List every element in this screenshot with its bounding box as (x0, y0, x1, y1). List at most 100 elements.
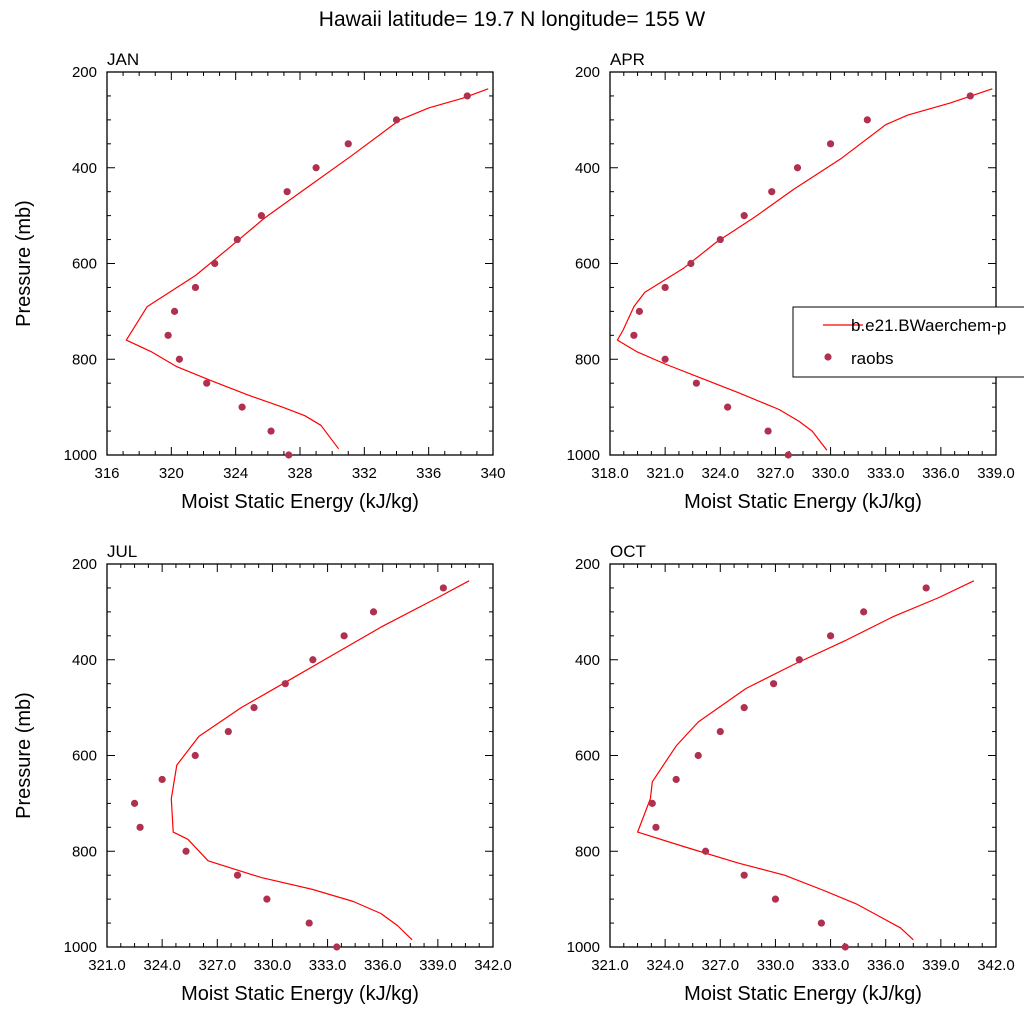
data-point-raobs (136, 823, 144, 831)
y-tick-label: 200 (575, 64, 600, 81)
y-tick-label: 1000 (567, 939, 600, 956)
y-tick-label: 600 (575, 748, 600, 765)
data-point-raobs (724, 403, 732, 411)
x-tick-label: 330.0 (757, 957, 795, 974)
data-point-raobs (826, 140, 835, 148)
data-point-raobs (250, 704, 258, 712)
data-point-raobs (635, 307, 644, 315)
y-tick-label: 800 (72, 843, 97, 860)
legend: b.e21.BWaerchem-p raobs (792, 306, 1024, 378)
y-tick-label: 400 (72, 160, 97, 177)
x-tick-label: 342.0 (474, 957, 512, 974)
y-tick-label: 600 (72, 748, 97, 765)
data-point-raobs (340, 632, 348, 640)
plot-frame (106, 563, 494, 948)
data-point-raobs (285, 451, 293, 459)
y-tick-label: 400 (575, 652, 600, 669)
x-tick-label: 320 (159, 465, 184, 482)
y-axis-label: Pressure (mb) (13, 200, 35, 327)
y-tick-label: 800 (575, 351, 600, 368)
x-tick-label: 324.0 (143, 957, 181, 974)
x-tick-label: 316 (94, 465, 119, 482)
data-point-raobs (392, 116, 401, 124)
data-point-raobs (463, 92, 471, 100)
x-tick-label: 327.0 (757, 465, 795, 482)
data-point-raobs (130, 799, 139, 807)
x-tick-label: 336 (416, 465, 441, 482)
x-axis-label: Moist Static Energy (kJ/kg) (684, 983, 922, 1005)
y-axis-label: Pressure (mb) (13, 692, 35, 819)
x-tick-label: 339.0 (977, 465, 1015, 482)
data-point-raobs (769, 680, 778, 688)
data-point-raobs (771, 895, 780, 903)
data-point-raobs (740, 871, 748, 879)
x-tick-label: 324.0 (646, 957, 684, 974)
data-point-raobs (233, 871, 242, 879)
data-point-raobs (687, 259, 695, 268)
data-point-raobs (863, 116, 871, 124)
data-point-raobs (661, 283, 669, 292)
data-point-raobs (263, 895, 271, 903)
panel-jan: 316 320 324 328 332 336 340 200 400 600 800 1000 JAN… (13, 50, 506, 513)
data-point-raobs (158, 775, 166, 784)
data-point-raobs (694, 751, 702, 760)
data-point-raobs (716, 235, 724, 244)
data-point-raobs (333, 943, 341, 951)
data-point-raobs (309, 656, 317, 664)
x-tick-label: 336.0 (364, 957, 402, 974)
panel-oct: 321.0 324.0 327.0 330.0 333.0 336.0 339.0 342.0… (567, 542, 1015, 1005)
legend-box (792, 306, 1024, 378)
data-point-raobs (661, 355, 669, 363)
panel-apr: 318.0 321.0 324.0 327.0 330.0 333.0 336.0 339.0… (567, 50, 1024, 513)
data-point-raobs (312, 164, 320, 172)
figure-title: Hawaii latitude= 19.7 N longitude= 155 W (319, 8, 706, 31)
x-tick-label: 321.0 (646, 465, 684, 482)
data-point-raobs (841, 943, 849, 951)
data-point-raobs (224, 727, 232, 736)
data-point-raobs (784, 451, 792, 459)
x-tick-label: 321.0 (591, 957, 629, 974)
y-tick-label: 800 (575, 843, 600, 860)
x-tick-label: 340 (480, 465, 505, 482)
data-point-raobs (182, 847, 190, 855)
plot-frame (609, 563, 997, 948)
data-point-raobs (860, 608, 868, 616)
x-tick-label: 330.0 (812, 465, 850, 482)
data-point-raobs (764, 427, 772, 435)
x-tick-label: 339.0 (922, 957, 960, 974)
data-point-raobs (817, 919, 825, 927)
y-tick-label: 800 (72, 351, 97, 368)
panel-title: JAN (107, 50, 139, 69)
series-line-model (636, 580, 975, 941)
legend-marker-swatch (824, 353, 832, 361)
data-point-raobs (701, 847, 710, 855)
y-tick-label: 200 (575, 556, 600, 573)
y-tick-label: 1000 (64, 447, 97, 464)
x-axis-label: Moist Static Energy (kJ/kg) (684, 491, 922, 513)
y-tick-label: 1000 (64, 939, 97, 956)
x-axis-label: Moist Static Energy (kJ/kg) (181, 491, 419, 513)
data-point-raobs (966, 92, 974, 100)
y-tick-label: 600 (575, 256, 600, 273)
x-tick-label: 342.0 (977, 957, 1015, 974)
x-tick-label: 327.0 (199, 957, 237, 974)
series-line-model (616, 88, 993, 451)
panel-title: JUL (107, 542, 137, 561)
data-point-raobs (283, 188, 291, 196)
data-point-raobs (922, 584, 930, 592)
y-tick-label: 600 (72, 256, 97, 273)
y-tick-label: 1000 (567, 447, 600, 464)
y-tick-label: 200 (72, 64, 97, 81)
data-point-raobs (716, 727, 724, 736)
data-point-raobs (211, 259, 219, 268)
data-point-raobs (648, 799, 656, 807)
data-point-raobs (740, 212, 748, 220)
x-axis-label: Moist Static Energy (kJ/kg) (181, 983, 419, 1005)
data-point-raobs (170, 307, 179, 315)
data-point-raobs (191, 283, 200, 292)
legend-label: raobs (851, 349, 894, 368)
data-point-raobs (740, 704, 748, 712)
y-tick-label: 400 (575, 160, 600, 177)
x-tick-label: 336.0 (922, 465, 960, 482)
